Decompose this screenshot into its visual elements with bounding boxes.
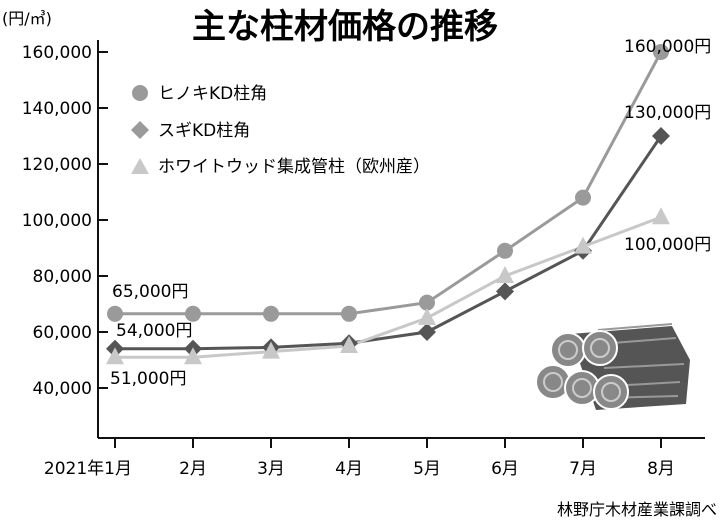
x-tick-label: 2月 — [179, 459, 207, 479]
x-tick-label: 7月 — [569, 459, 597, 479]
legend-marker-whitewood — [131, 158, 149, 174]
y-tick-label: 100,000 — [22, 211, 92, 231]
series-lines — [115, 51, 663, 359]
x-tick-label: 8月 — [647, 459, 675, 479]
x-tick-label: 6月 — [491, 459, 519, 479]
legend-label-whitewood: ホワイトウッド集成管柱（欧州産） — [158, 157, 430, 177]
data-point-whitewood — [574, 236, 592, 254]
x-tick-label: 4月 — [335, 459, 363, 479]
data-point-whitewood — [340, 336, 358, 353]
x-ticks: 2021年1月 2月 3月 4月 5月 6月 7月 8月 — [44, 438, 675, 479]
y-tick-label: 60,000 — [33, 323, 92, 343]
data-point-hinoki — [107, 305, 123, 322]
data-point-whitewood — [418, 308, 436, 325]
annotation-sugi-end: 130,000円 — [624, 103, 711, 123]
data-point-hinoki — [653, 44, 669, 60]
data-point-sugi — [652, 127, 670, 145]
data-point-sugi — [496, 282, 514, 301]
annotation-hinoki-end: 160,000円 — [624, 37, 711, 57]
data-point-hinoki — [341, 305, 357, 322]
data-point-whitewood — [652, 207, 670, 225]
x-tick-label: 2021年1月 — [44, 459, 132, 479]
data-point-whitewood — [496, 266, 514, 283]
data-point-whitewood — [184, 347, 202, 365]
y-tick-label: 80,000 — [33, 267, 92, 287]
annotation-sugi-start: 54,000円 — [116, 321, 192, 341]
legend: ヒノキKD柱角 スギKD柱角 ホワイトウッド集成管柱（欧州産） — [131, 84, 430, 177]
series-line-hinoki — [115, 51, 663, 316]
source-note: 林野庁木材産業課調べ — [557, 500, 717, 519]
legend-label-sugi: スギKD柱角 — [158, 121, 250, 141]
y-tick-label: 160,000 — [22, 43, 92, 63]
data-point-whitewood — [262, 341, 280, 359]
series-line-sugi — [115, 135, 663, 351]
legend-marker-sugi — [131, 121, 149, 139]
y-tick-label: 40,000 — [33, 379, 92, 399]
annotation-whitewood-end: 100,000円 — [624, 235, 711, 255]
series-line-whitewood — [115, 215, 662, 359]
unit-label: (円/㎥) — [2, 9, 52, 28]
chart-title: 主な柱材価格の推移 — [192, 7, 498, 47]
data-point-hinoki — [575, 189, 591, 206]
legend-marker-hinoki — [132, 85, 148, 101]
x-tick-label: 3月 — [257, 459, 285, 479]
data-point-hinoki — [185, 305, 201, 322]
x-tick-label: 5月 — [413, 459, 441, 479]
data-point-whitewood — [106, 347, 124, 365]
y-ticks: 40,000 60,000 80,000 100,000 120,000 140,000 1… — [22, 43, 108, 399]
series-markers — [106, 44, 670, 365]
annotation-whitewood-start: 51,000円 — [110, 369, 186, 389]
data-point-hinoki — [263, 305, 279, 322]
legend-label-hinoki: ヒノキKD柱角 — [158, 84, 267, 104]
data-point-hinoki — [419, 294, 435, 311]
log-pile-illustration — [535, 323, 690, 410]
y-tick-label: 140,000 — [22, 99, 92, 119]
y-tick-label: 120,000 — [22, 155, 92, 175]
data-point-sugi — [418, 323, 436, 341]
data-point-hinoki — [497, 242, 513, 259]
annotation-hinoki-start: 65,000円 — [112, 282, 188, 302]
